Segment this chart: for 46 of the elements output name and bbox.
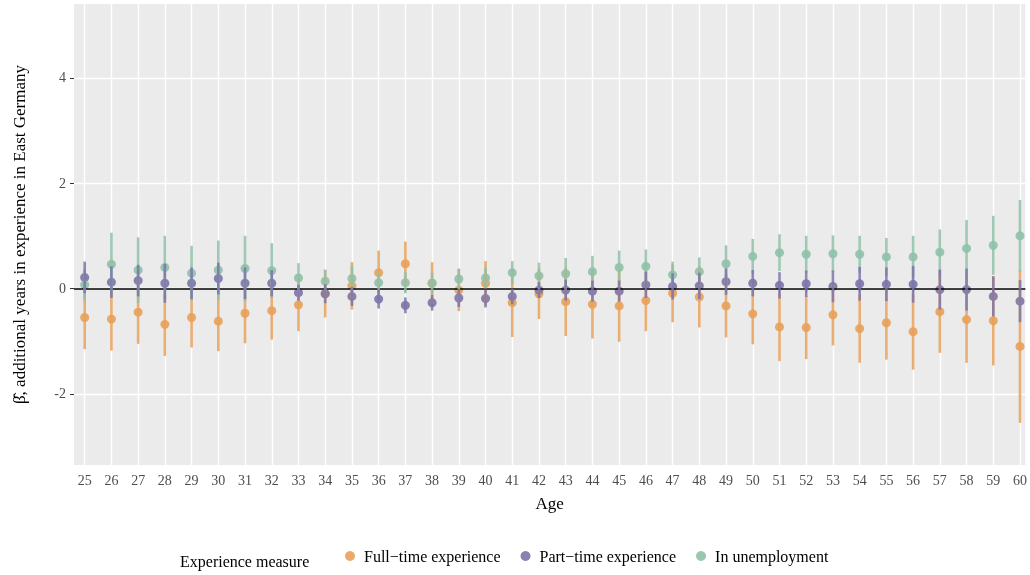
x-tick-label: 46 [638, 472, 653, 488]
x-tick-label: 30 [211, 472, 226, 488]
x-tick-label: 33 [291, 472, 306, 488]
y-axis-title: β̂, additional years in experience in East Germany [10, 64, 29, 405]
y-tick-label: -2 [54, 386, 66, 402]
x-tick-label: 59 [986, 472, 1001, 488]
x-tick-label: 26 [104, 472, 119, 488]
legend-label: In unemployment [715, 547, 829, 566]
x-tick-label: 39 [451, 472, 466, 488]
x-tick-label: 53 [825, 472, 840, 488]
x-tick-label: 41 [505, 472, 520, 488]
x-tick-label: 55 [879, 472, 894, 488]
x-tick-label: 29 [184, 472, 199, 488]
x-tick-label: 36 [371, 472, 386, 488]
x-tick-label: 60 [1013, 472, 1027, 488]
x-tick-label: 32 [264, 472, 279, 488]
x-tick-label: 27 [131, 472, 146, 488]
x-tick-label: 52 [799, 472, 814, 488]
x-tick-label: 45 [612, 472, 627, 488]
x-tick-label: 47 [665, 472, 680, 488]
legend-label: Part−time experience [539, 547, 677, 566]
x-axis-title: Age [535, 494, 564, 513]
legend-label: Full−time experience [364, 547, 501, 566]
x-tick-label: 51 [772, 472, 787, 488]
x-tick-label: 43 [558, 472, 573, 488]
x-tick-label: 35 [344, 472, 359, 488]
x-tick-label: 37 [398, 472, 413, 488]
x-tick-label: 40 [478, 472, 493, 488]
y-tick-label: 0 [59, 281, 66, 296]
x-tick-label: 57 [932, 472, 947, 488]
x-tick-label: 42 [531, 472, 546, 488]
x-tick-label: 48 [692, 472, 707, 488]
x-tick-label: 58 [959, 472, 974, 488]
legend-title: Experience measure [180, 552, 310, 571]
x-tick-label: 31 [238, 472, 253, 488]
x-tick-label: 56 [906, 472, 921, 488]
x-tick-label: 28 [157, 472, 172, 488]
x-tick-label: 34 [318, 472, 333, 488]
x-tick-label: 50 [745, 472, 760, 488]
y-tick-label: 4 [59, 70, 66, 86]
x-tick-label: 25 [77, 472, 92, 488]
x-tick-label: 38 [425, 472, 440, 488]
x-tick-label: 44 [585, 472, 600, 488]
x-tick-label: 49 [719, 472, 734, 488]
x-tick-label: 54 [852, 472, 867, 488]
y-tick-label: 2 [59, 175, 66, 191]
